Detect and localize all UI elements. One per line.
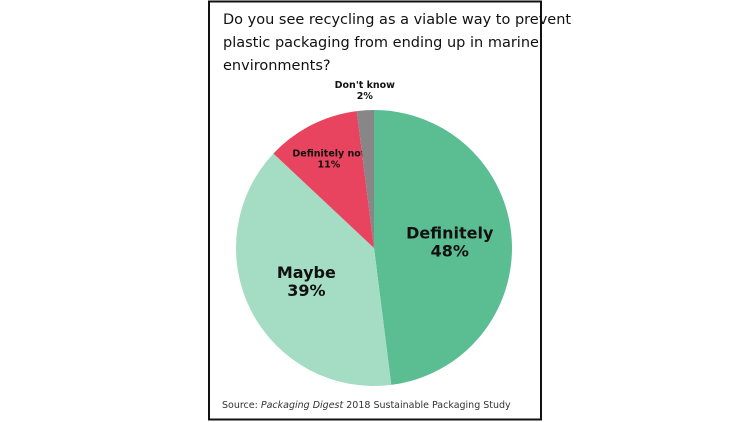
slice-value: 2% [357, 91, 374, 102]
slice-label: Maybe [277, 263, 336, 282]
slice-label: Definitely [406, 224, 494, 243]
pie-slice [356, 110, 374, 248]
slice-value: 48% [431, 242, 469, 261]
slice-label: Definitely not [292, 148, 365, 159]
slice-label: Don't know [335, 80, 396, 91]
slice-value: 39% [287, 281, 325, 300]
slice-value: 11% [318, 159, 341, 170]
title-line: plastic packaging from ending up in mari… [223, 35, 539, 51]
title-line: environments? [223, 58, 331, 74]
source-rest: 2018 Sustainable Packaging Study [346, 400, 511, 411]
source-publication: Packaging Digest [261, 400, 345, 411]
pie-slice [236, 153, 392, 387]
source: Source: Packaging Digest 2018 Sustainabl… [222, 400, 511, 411]
pie-slice [273, 111, 374, 249]
source-prefix: Source: [222, 400, 258, 411]
title-line: Do you see recycling as a viable way to … [223, 12, 571, 28]
pie-slice [374, 110, 513, 385]
